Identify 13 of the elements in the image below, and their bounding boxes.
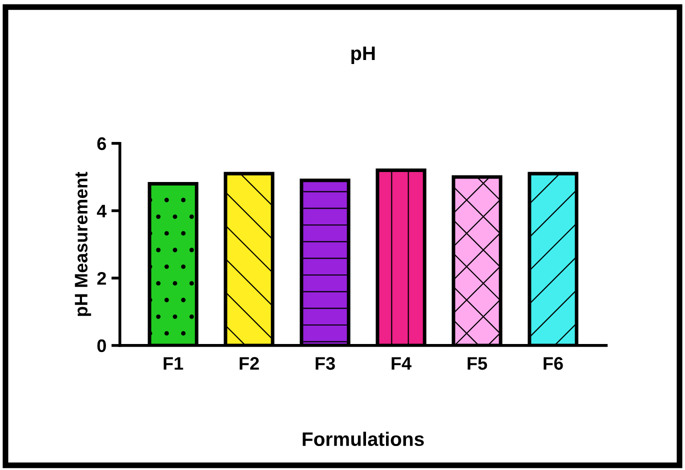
x-tick-label: F6 <box>544 357 563 370</box>
x-tick-label: F5 <box>468 357 488 370</box>
x-axis-title: Formulations <box>302 432 424 446</box>
y-tick-label: 4 <box>96 204 107 218</box>
x-tick-label: F1 <box>164 357 184 370</box>
y-tick-label: 0 <box>97 339 106 352</box>
x-tick-label: F4 <box>392 357 412 370</box>
x-tick-label: F2 <box>240 357 259 370</box>
x-tick-label: F3 <box>316 357 335 370</box>
y-axis-title: pH Measurement <box>74 172 92 316</box>
y-tick-label: 2 <box>97 272 106 285</box>
y-tick-label: 6 <box>97 137 106 150</box>
chart-title: pH <box>351 46 375 64</box>
